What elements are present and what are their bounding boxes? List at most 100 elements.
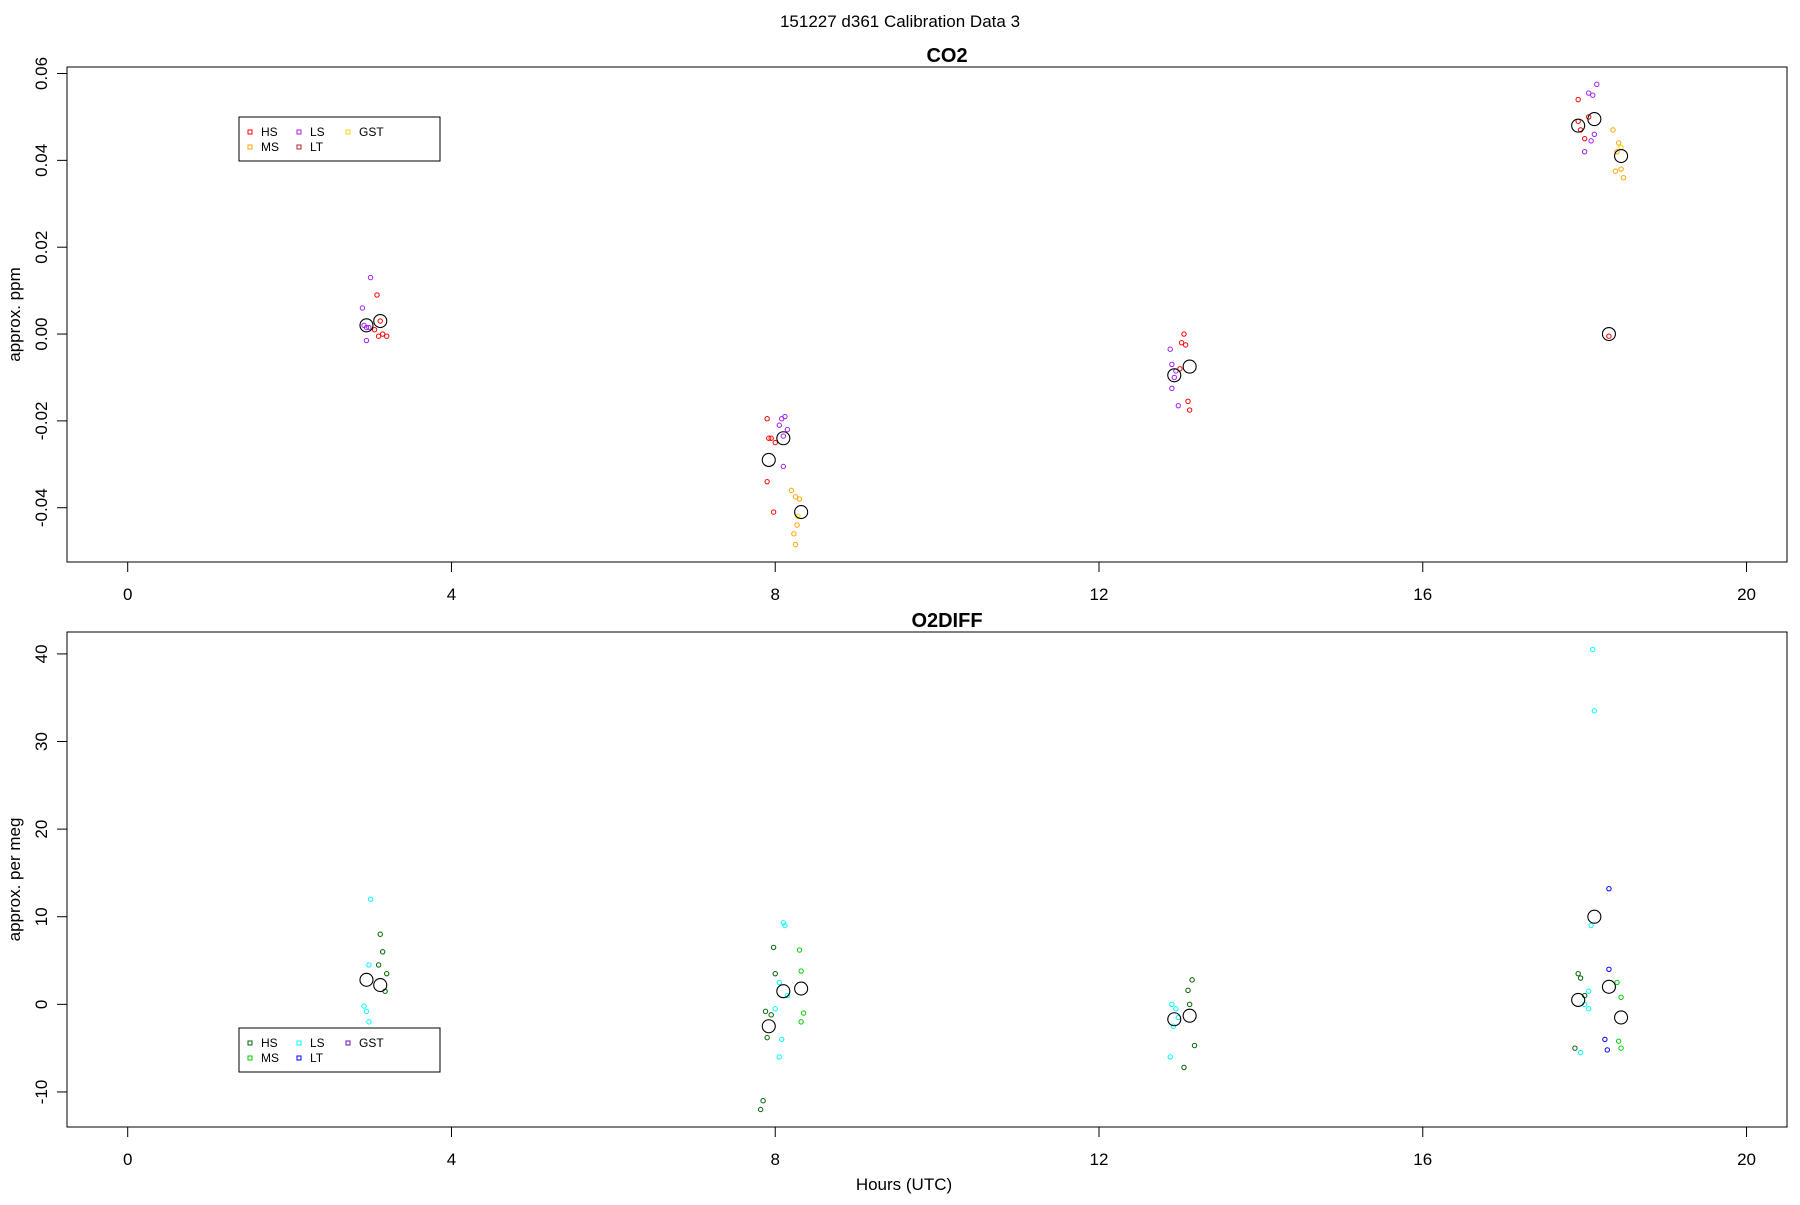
data-point — [1177, 366, 1183, 372]
legend-label: LS — [310, 125, 325, 139]
x-tick-label: 16 — [1413, 1150, 1432, 1169]
legend-label: GST — [359, 1036, 384, 1050]
data-point — [1591, 131, 1598, 138]
data-point — [1618, 994, 1624, 1001]
mean-point — [1167, 1012, 1182, 1027]
legend-label: LT — [310, 1051, 324, 1065]
mean-point — [373, 313, 388, 329]
data-point — [1173, 1006, 1179, 1012]
data-point — [363, 1008, 370, 1015]
legend-label: LT — [310, 140, 324, 154]
y-tick-label: 40 — [32, 644, 51, 663]
data-point — [798, 968, 804, 974]
data-point — [1581, 135, 1588, 142]
y-tick-label: 0 — [32, 1000, 51, 1009]
legend-swatch — [345, 1040, 351, 1046]
data-point — [1575, 970, 1581, 977]
mean-point — [794, 981, 809, 996]
data-point — [367, 896, 374, 902]
y-tick-label: 0.00 — [32, 317, 51, 350]
y-tick-label: 20 — [32, 820, 51, 839]
data-point — [800, 1010, 807, 1016]
data-point — [764, 478, 770, 485]
y-tick-label: 0.02 — [32, 231, 51, 264]
data-point — [772, 970, 778, 977]
data-point — [1612, 168, 1619, 174]
data-point — [772, 439, 778, 446]
data-point — [1588, 922, 1594, 929]
y-axis-label: approx. ppm — [5, 267, 24, 362]
data-point — [1572, 1045, 1578, 1051]
y-tick-label: 10 — [32, 907, 51, 926]
data-point — [375, 962, 382, 968]
legend-box — [238, 116, 441, 162]
data-point — [757, 1106, 764, 1113]
data-point — [780, 463, 787, 470]
x-tick-label: 8 — [771, 585, 780, 604]
x-tick-label: 12 — [1090, 585, 1109, 604]
mean-point — [776, 431, 791, 446]
data-point — [1620, 175, 1627, 181]
data-point — [1189, 977, 1195, 983]
data-point — [1191, 1042, 1198, 1049]
data-point — [764, 1034, 770, 1041]
data-point — [1590, 646, 1596, 653]
data-point — [1585, 988, 1592, 994]
data-point — [779, 1036, 785, 1043]
series-ls — [359, 81, 1600, 470]
data-point — [1167, 346, 1173, 352]
data-point — [784, 426, 791, 433]
data-point — [1614, 979, 1620, 986]
legend-label: GST — [359, 125, 384, 139]
mean-point — [373, 978, 388, 993]
legend-swatch — [345, 129, 351, 135]
data-point — [796, 496, 803, 502]
data-point — [1614, 148, 1620, 155]
mean-point — [1587, 112, 1602, 127]
data-point — [1610, 127, 1616, 133]
series-mean — [359, 909, 1629, 1034]
data-point — [1585, 1006, 1592, 1012]
data-point — [1585, 90, 1592, 96]
data-point — [367, 274, 374, 281]
data-point — [776, 1054, 782, 1060]
mean-point — [761, 452, 776, 468]
data-point — [379, 949, 386, 955]
legend-box — [238, 1027, 441, 1073]
data-point — [1602, 1036, 1608, 1043]
data-point — [366, 1019, 372, 1025]
data-point — [782, 413, 788, 420]
data-point — [377, 318, 383, 324]
legend-swatch — [247, 144, 253, 150]
data-point — [366, 962, 372, 968]
data-point — [768, 435, 774, 441]
data-point — [384, 333, 390, 339]
data-point — [1615, 1038, 1622, 1044]
data-point — [1171, 374, 1177, 381]
x-tick-label: 8 — [771, 1150, 780, 1169]
data-point — [772, 1006, 778, 1012]
mean-point — [794, 505, 809, 520]
data-point — [1591, 708, 1598, 714]
mean-point — [776, 984, 791, 999]
legend-swatch — [296, 129, 302, 135]
y-axis-label: approx. per meg — [5, 818, 24, 942]
x-tick-label: 4 — [447, 585, 456, 604]
data-point — [768, 1012, 774, 1018]
data-point — [1575, 96, 1581, 103]
legend-label: HS — [261, 1036, 278, 1050]
data-point — [1618, 144, 1624, 151]
data-point — [1169, 385, 1175, 392]
x-tick-label: 16 — [1413, 585, 1432, 604]
data-point — [766, 435, 772, 441]
legend-swatch — [296, 1055, 302, 1061]
data-point — [1618, 1045, 1624, 1051]
data-point — [764, 416, 770, 422]
x-tick-label: 0 — [123, 585, 132, 604]
mean-point — [1571, 118, 1586, 133]
data-point — [366, 324, 372, 331]
data-point — [1606, 885, 1612, 892]
data-point — [361, 1003, 367, 1009]
